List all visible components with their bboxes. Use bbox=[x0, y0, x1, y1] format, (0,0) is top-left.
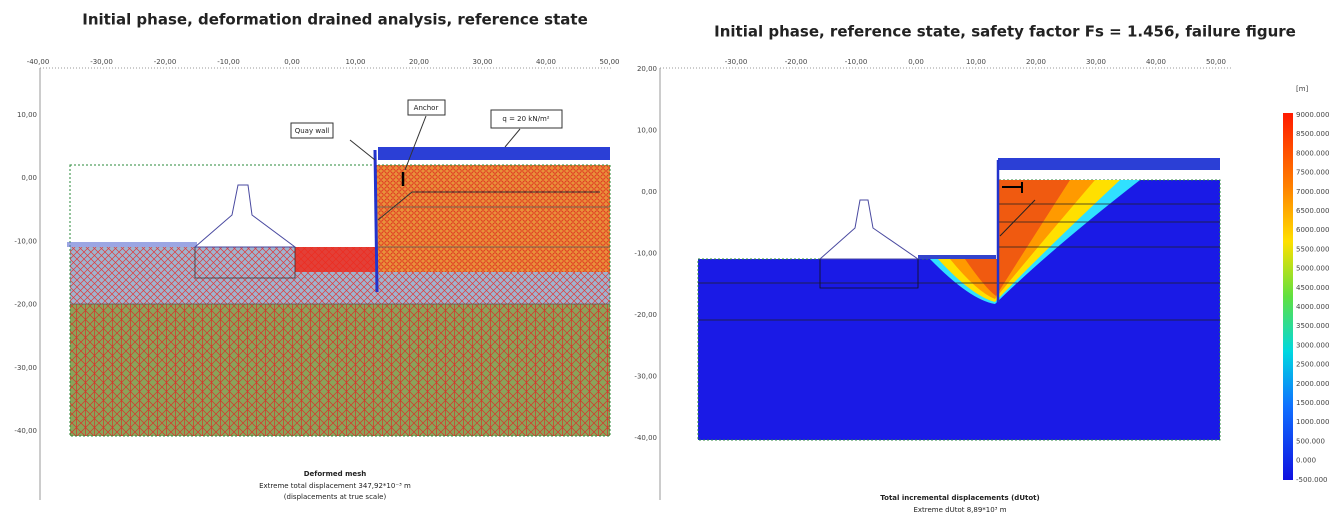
y-tick-label: 20,00 bbox=[637, 65, 657, 73]
x-tick-label: 50,00 bbox=[1206, 58, 1226, 66]
legend-label: 2000.000 bbox=[1296, 380, 1329, 388]
x-tick-label: -40,00 bbox=[27, 58, 50, 66]
annotation-leader bbox=[349, 139, 376, 161]
legend-label: 2500.000 bbox=[1296, 361, 1329, 369]
x-tick-label: 40,00 bbox=[1146, 58, 1166, 66]
y-tick-label: -30,00 bbox=[14, 364, 37, 372]
legend-label: 9000.000 bbox=[1296, 111, 1329, 119]
left-title: Initial phase, deformation drained analy… bbox=[82, 11, 588, 29]
distributed-load bbox=[378, 147, 610, 160]
legend-label: 5500.000 bbox=[1296, 245, 1329, 253]
legend-label: 4000.000 bbox=[1296, 303, 1329, 311]
left-caption-line: Extreme total displacement 347,92*10⁻³ m bbox=[259, 482, 411, 490]
annotation-box bbox=[290, 122, 334, 139]
color-bar bbox=[1283, 113, 1293, 480]
y-tick-label: -20,00 bbox=[634, 311, 657, 319]
backfill-layer bbox=[375, 165, 610, 272]
y-tick-label: 10,00 bbox=[637, 127, 657, 135]
domain-border bbox=[69, 164, 611, 437]
quay-wall bbox=[373, 149, 379, 293]
x-tick-label: 10,00 bbox=[966, 58, 986, 66]
surface-marker bbox=[67, 242, 197, 247]
y-tick-label: -20,00 bbox=[14, 301, 37, 309]
distributed-load bbox=[998, 158, 1220, 170]
legend-unit: [m] bbox=[1296, 85, 1309, 93]
y-tick-label: 10,00 bbox=[17, 111, 37, 119]
legend-label: 1500.000 bbox=[1296, 399, 1329, 407]
x-tick-label: 30,00 bbox=[1086, 58, 1106, 66]
legend-label: 0.000 bbox=[1296, 457, 1316, 465]
y-tick-label: -40,00 bbox=[14, 427, 37, 435]
annotation-leader bbox=[404, 115, 427, 171]
left-caption-title: Deformed mesh bbox=[304, 470, 367, 478]
x-tick-label: 0,00 bbox=[908, 58, 924, 66]
x-tick-label: -10,00 bbox=[845, 58, 868, 66]
legend-label: 5000.000 bbox=[1296, 265, 1329, 273]
x-tick-label: -20,00 bbox=[154, 58, 177, 66]
x-tick-label: 20,00 bbox=[409, 58, 429, 66]
x-tick-label: -30,00 bbox=[725, 58, 748, 66]
y-tick-label: -40,00 bbox=[634, 434, 657, 442]
x-tick-label: 30,00 bbox=[472, 58, 492, 66]
y-tick-label: -10,00 bbox=[634, 250, 657, 258]
y-tick-label: 0,00 bbox=[641, 188, 657, 196]
y-tick-label: 0,00 bbox=[21, 174, 37, 182]
x-tick-label: 20,00 bbox=[1026, 58, 1046, 66]
x-tick-label: -10,00 bbox=[217, 58, 240, 66]
dike-structure bbox=[193, 184, 297, 248]
surface-marker bbox=[918, 255, 996, 259]
dike-structure bbox=[818, 199, 920, 260]
legend-label: 8000.000 bbox=[1296, 149, 1329, 157]
failure-zone-red bbox=[965, 180, 1070, 296]
legend-label: 1000.000 bbox=[1296, 418, 1329, 426]
annotation-box bbox=[490, 109, 563, 129]
x-tick-label: 10,00 bbox=[345, 58, 365, 66]
soil-layer-middle bbox=[70, 272, 610, 304]
dike-foundation bbox=[194, 247, 296, 279]
right-caption-line: Extreme dUtot 8,89*10³ m bbox=[913, 506, 1006, 514]
x-tick-label: 40,00 bbox=[536, 58, 556, 66]
legend-label: 3500.000 bbox=[1296, 322, 1329, 330]
legend-label: 4500.000 bbox=[1296, 284, 1329, 292]
x-tick-label: 0,00 bbox=[284, 58, 300, 66]
generated-labels: -40,00 -30,00 -20,00 -10,00 0,00 10,00 20,00 30… bbox=[14, 58, 1329, 484]
annotation-box bbox=[407, 99, 446, 116]
annotation-quay-wall: Quay wall bbox=[295, 127, 330, 135]
anchor-rod bbox=[377, 191, 413, 221]
anchor-rod bbox=[999, 199, 1036, 237]
x-tick-label: -20,00 bbox=[785, 58, 808, 66]
x-tick-label: 50,00 bbox=[599, 58, 619, 66]
y-tick-label: -30,00 bbox=[634, 373, 657, 381]
legend-label: 6500.000 bbox=[1296, 207, 1329, 215]
left-caption-line: (displacements at true scale) bbox=[284, 493, 387, 501]
dike-foundation bbox=[819, 259, 919, 289]
legend-label: 7000.000 bbox=[1296, 188, 1329, 196]
annotation-anchor: Anchor bbox=[414, 104, 439, 112]
x-tick-label: -30,00 bbox=[90, 58, 113, 66]
displacement-domain bbox=[697, 179, 1221, 441]
annotation-leader bbox=[504, 128, 521, 148]
legend-label: 500.000 bbox=[1296, 437, 1325, 445]
legend-label: -500.000 bbox=[1296, 476, 1327, 484]
legend-label: 6000.000 bbox=[1296, 226, 1329, 234]
legend-label: 3000.000 bbox=[1296, 341, 1329, 349]
dense-mesh-zone bbox=[295, 247, 375, 272]
legend-label: 8500.000 bbox=[1296, 130, 1329, 138]
y-tick-label: -10,00 bbox=[14, 237, 37, 245]
right-title: Initial phase, reference state, safety f… bbox=[714, 23, 1296, 41]
annotation-load: q = 20 kN/m² bbox=[502, 115, 549, 123]
soil-layer-bottom bbox=[70, 304, 610, 436]
legend-label: 7500.000 bbox=[1296, 169, 1329, 177]
right-caption-title: Total incremental displacements (dUtot) bbox=[880, 494, 1039, 502]
